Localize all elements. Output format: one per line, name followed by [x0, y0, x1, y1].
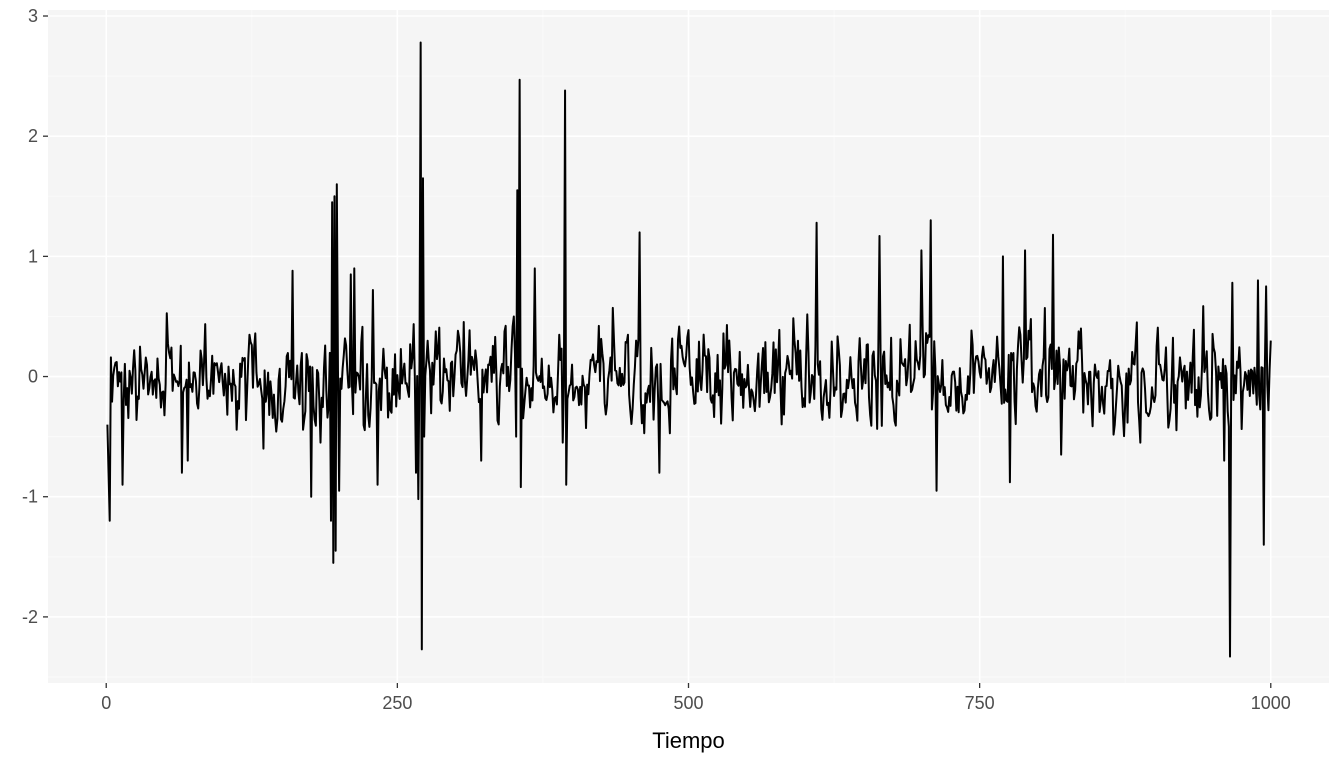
- x-tick-label: 500: [673, 693, 703, 713]
- y-tick-label: 1: [28, 246, 38, 266]
- x-tick-label: 0: [101, 693, 111, 713]
- y-axis: -2 -1 0 1 2 3: [22, 6, 48, 627]
- x-axis-title: Tiempo: [652, 728, 725, 753]
- y-tick-label: 3: [28, 6, 38, 26]
- y-tick-label: -1: [22, 487, 38, 507]
- y-tick-label: 0: [28, 367, 38, 387]
- x-axis: 0 250 500 750 1000: [101, 683, 1291, 713]
- y-tick-label: 2: [28, 126, 38, 146]
- x-tick-label: 1000: [1251, 693, 1291, 713]
- y-tick-label: -2: [22, 607, 38, 627]
- x-tick-label: 250: [382, 693, 412, 713]
- series-line: [106, 41, 1272, 658]
- x-tick-label: 750: [965, 693, 995, 713]
